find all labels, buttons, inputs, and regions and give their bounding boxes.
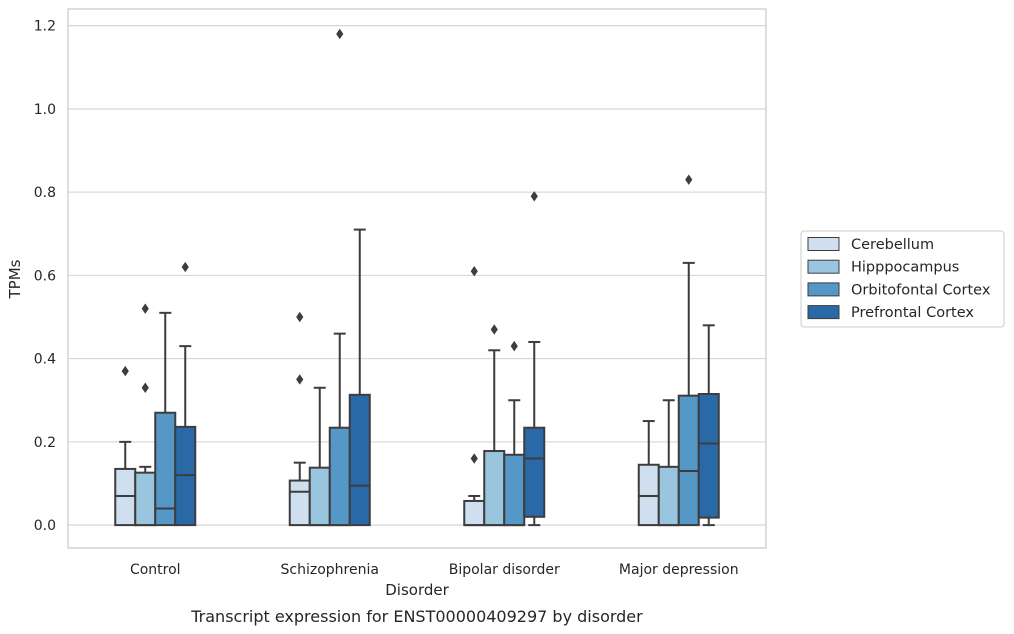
y-tick-label: 1.0 xyxy=(34,102,56,118)
y-tick-label: 0.4 xyxy=(34,352,56,368)
box-prefrontal-cortex-2 xyxy=(523,340,546,527)
box-hipppocampus-3 xyxy=(657,399,680,527)
x-axis-ticks: Control Schizophrenia Bipolar disorder Majo… xyxy=(130,562,739,578)
outlier-point xyxy=(470,266,478,277)
box-body xyxy=(677,394,700,527)
boxes xyxy=(114,228,720,527)
y-tick-label: 0.2 xyxy=(34,435,56,451)
plot-frame xyxy=(67,8,767,549)
y-tick-label: 0.8 xyxy=(34,185,56,201)
outlier-point xyxy=(470,453,478,464)
box-body xyxy=(483,450,506,527)
box-body xyxy=(348,393,371,527)
legend-swatch xyxy=(807,305,840,320)
outlier-point xyxy=(336,28,344,40)
box-orbitofontal-cortex-3 xyxy=(677,261,700,527)
outlier-point xyxy=(685,174,693,185)
box-hipppocampus-1 xyxy=(308,386,331,527)
legend: Cerebellum Hipppocampus Orbitofontal Corte… xyxy=(800,230,1005,328)
box-hipppocampus-0 xyxy=(134,465,157,527)
outlier-point xyxy=(296,311,304,323)
y-tick-label: 1.2 xyxy=(34,19,56,35)
box-orbitofontal-cortex-1 xyxy=(328,332,351,527)
box-body xyxy=(503,453,526,527)
chart-caption: Transcript expression for ENST0000040929… xyxy=(190,607,643,626)
outlier-point xyxy=(121,365,129,377)
box-prefrontal-cortex-0 xyxy=(174,345,197,527)
box-orbitofontal-cortex-0 xyxy=(154,311,177,527)
box-body xyxy=(308,466,331,527)
x-tick-label: Control xyxy=(130,562,181,578)
legend-swatch xyxy=(807,237,840,251)
box-body xyxy=(288,479,311,527)
y-tick-label: 0.6 xyxy=(34,268,56,284)
box-body xyxy=(657,465,680,527)
legend-items: Cerebellum Hipppocampus Orbitofontal Corte… xyxy=(807,237,991,321)
legend-label: Hipppocampus xyxy=(851,260,959,276)
outlier-point xyxy=(181,261,189,273)
x-tick-label: Major depression xyxy=(619,562,739,578)
legend-swatch xyxy=(807,282,840,297)
y-axis-ticks: 0.0 0.2 0.4 0.6 0.8 1.0 1.2 xyxy=(34,19,56,534)
outlier-point xyxy=(296,374,304,385)
box-cerebellum-3 xyxy=(637,420,660,527)
outlier-point xyxy=(141,382,149,393)
outliers xyxy=(121,28,693,464)
legend-frame xyxy=(800,230,1005,328)
x-axis-label: Disorder xyxy=(385,581,449,599)
outlier-point xyxy=(490,324,498,335)
outlier-point xyxy=(141,303,149,314)
box-body xyxy=(463,499,486,527)
outlier-point xyxy=(530,191,538,202)
legend-label: Orbitofontal Cortex xyxy=(851,282,991,298)
legend-label: Prefrontal Cortex xyxy=(851,305,974,321)
box-prefrontal-cortex-1 xyxy=(348,228,371,527)
box-body xyxy=(523,426,546,518)
x-tick-label: Bipolar disorder xyxy=(449,562,560,578)
box-body xyxy=(697,393,720,519)
outlier-point xyxy=(510,340,518,352)
box-cerebellum-2 xyxy=(463,494,486,527)
box-orbitofontal-cortex-2 xyxy=(503,399,526,527)
x-tick-label: Schizophrenia xyxy=(281,562,379,578)
box-hipppocampus-2 xyxy=(483,349,506,527)
box-cerebellum-0 xyxy=(114,440,137,527)
legend-swatch xyxy=(807,259,840,274)
y-tick-label: 0.0 xyxy=(34,518,56,534)
box-body xyxy=(134,471,157,527)
box-body xyxy=(114,467,137,527)
box-body xyxy=(637,463,660,527)
y-axis-label: TPMs xyxy=(6,259,24,299)
box-body xyxy=(328,426,351,527)
legend-label: Cerebellum xyxy=(851,237,934,253)
box-cerebellum-1 xyxy=(288,461,311,527)
box-prefrontal-cortex-3 xyxy=(697,324,720,527)
